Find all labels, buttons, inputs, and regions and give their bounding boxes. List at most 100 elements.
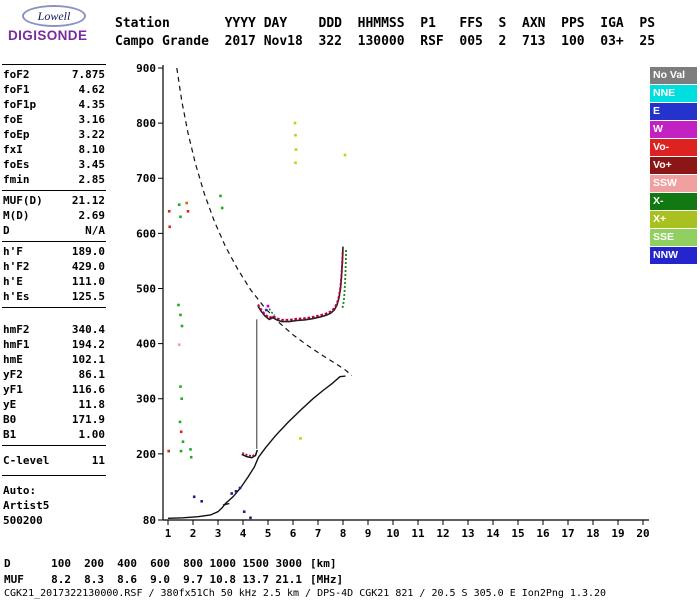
param-label: foF2 <box>3 68 30 81</box>
param-value: 429.0 <box>71 260 105 273</box>
x-tick-label: 16 <box>536 527 550 540</box>
legend: No Val NNE E W Vo- Vo+ SSW X- X+ SSE NNW <box>650 67 697 265</box>
param-label: h'F2 <box>3 260 30 273</box>
param-value: 4.35 <box>78 98 106 111</box>
scatter-dot <box>294 148 298 151</box>
param-label: h'Es <box>3 290 30 303</box>
param-section-frequencies: foF2 7.875 foF1 4.62 foF1p 4.35 foE 3.16 foEp 3.2… <box>2 65 106 191</box>
param-value: 7.875 <box>71 68 105 81</box>
param-section-virtual-heights: h'F 189.0 h'F2 429.0 h'E 111.0 h'Es 125.5 <box>2 242 106 308</box>
series-true-height-profile <box>167 375 346 519</box>
param-value: 1.00 <box>78 428 106 441</box>
param-value: 2.69 <box>78 209 106 222</box>
x-tick-label: 2 <box>190 527 197 540</box>
param-value: 111.0 <box>71 275 105 288</box>
param-label: yE <box>3 398 17 411</box>
y-tick-label: 900 <box>136 62 156 75</box>
scatter-dot <box>180 397 183 400</box>
param-row: h'Es 125.5 <box>3 289 105 304</box>
param-label: hmE <box>3 353 23 366</box>
x-tick-label: 1 <box>165 527 172 540</box>
series-f1-trace-o-mode <box>241 452 256 457</box>
muf-table: D 100 200 400 600 800 1000 1500 3000 [km] MUF 8.2 8.… <box>4 556 343 588</box>
logo-lowell-text: Lowell <box>37 8 71 23</box>
scatter-dot <box>238 486 242 490</box>
scatter-dot <box>299 437 302 440</box>
x-tick-label: 6 <box>290 527 297 540</box>
legend-item-nnw: NNW <box>650 247 697 264</box>
muf-table-row: D 100 200 400 600 800 1000 1500 3000 [km] <box>4 556 343 572</box>
scatter-dot <box>167 210 171 213</box>
scatter-dot <box>177 343 181 346</box>
param-row: foF1 4.62 <box>3 82 105 97</box>
param-row: foF1p 4.35 <box>3 97 105 112</box>
param-label: yF1 <box>3 383 23 396</box>
x-tick-label: 9 <box>365 527 372 540</box>
muf-cell: 9.0 <box>150 573 170 586</box>
scatter-dot <box>178 420 182 424</box>
param-row: foEp 3.22 <box>3 127 105 142</box>
legend-item-x-: X- <box>650 193 697 210</box>
scatter-dot <box>343 153 347 157</box>
param-value: 189.0 <box>71 245 105 258</box>
y-tick-label: 200 <box>136 448 156 461</box>
series-es-trace <box>222 502 230 506</box>
scatter-dot <box>167 449 170 453</box>
scatter-dot <box>179 215 182 219</box>
legend-item-x+: X+ <box>650 211 697 228</box>
param-label: hmF1 <box>3 338 30 351</box>
muf-cell: 21.1 <box>275 573 303 586</box>
legend-item-e: E <box>650 103 697 120</box>
param-value: 3.16 <box>78 113 106 126</box>
param-value: 3.22 <box>78 128 106 141</box>
muf-row-label: D <box>4 557 11 570</box>
legend-item-vo-: Vo- <box>650 139 697 156</box>
scatter-dot <box>179 313 182 317</box>
muf-cell: 8.3 <box>84 573 104 586</box>
y-tick-label: 300 <box>136 393 156 406</box>
param-label: h'F <box>3 245 23 258</box>
param-label: foEp <box>3 128 30 141</box>
param-label: yF2 <box>3 368 23 381</box>
scatter-dot <box>234 490 238 493</box>
muf-cell: 1000 <box>209 557 237 570</box>
param-row: hmF1 194.2 <box>3 337 105 352</box>
param-label: foEs <box>3 158 30 171</box>
param-label: C-level <box>3 454 50 467</box>
y-tick-label: 600 <box>136 227 156 240</box>
scatter-dot <box>266 304 270 308</box>
scatter-dot <box>242 510 246 513</box>
param-row: D N/A <box>3 223 105 238</box>
scatter-dot <box>192 495 196 499</box>
param-section-autoscaling: Auto: Artist5 500200 <box>2 476 106 531</box>
x-tick-label: 17 <box>561 527 574 540</box>
param-row: fxI 8.10 <box>3 142 105 157</box>
param-value: 11 <box>91 454 105 467</box>
series-muf-transmission-curve <box>176 67 353 377</box>
scatter-dot <box>219 194 222 198</box>
param-value: N/A <box>85 224 105 237</box>
muf-cell: 200 <box>84 557 104 570</box>
param-row: yE 11.8 <box>3 397 105 412</box>
param-label: foF1p <box>3 98 37 111</box>
x-tick-label: 10 <box>386 527 399 540</box>
legend-item-nne: NNE <box>650 85 697 102</box>
param-value: 340.4 <box>71 323 105 336</box>
param-value: 116.6 <box>71 383 105 396</box>
param-label: h'E <box>3 275 23 288</box>
param-label: MUF(D) <box>3 194 43 207</box>
x-tick-label: 3 <box>215 527 222 540</box>
series-f2-trace-black <box>257 246 344 323</box>
x-tick-label: 12 <box>436 527 449 540</box>
muf-cell: 3000 <box>275 557 303 570</box>
muf-unit: [km] <box>310 557 337 570</box>
y-tick-label: 700 <box>136 172 156 185</box>
param-label: fxI <box>3 143 23 156</box>
status-line: CGK21_2017322130000.RSF / 380fx51Ch 50 k… <box>4 588 607 599</box>
param-value: 194.2 <box>71 338 105 351</box>
scatter-dot <box>293 121 297 125</box>
muf-cell: 9.7 <box>183 573 203 586</box>
parameter-panel: foF2 7.875 foF1 4.62 foF1p 4.35 foE 3.16 foEp 3.2… <box>2 64 106 531</box>
param-row: B0 171.9 <box>3 412 105 427</box>
